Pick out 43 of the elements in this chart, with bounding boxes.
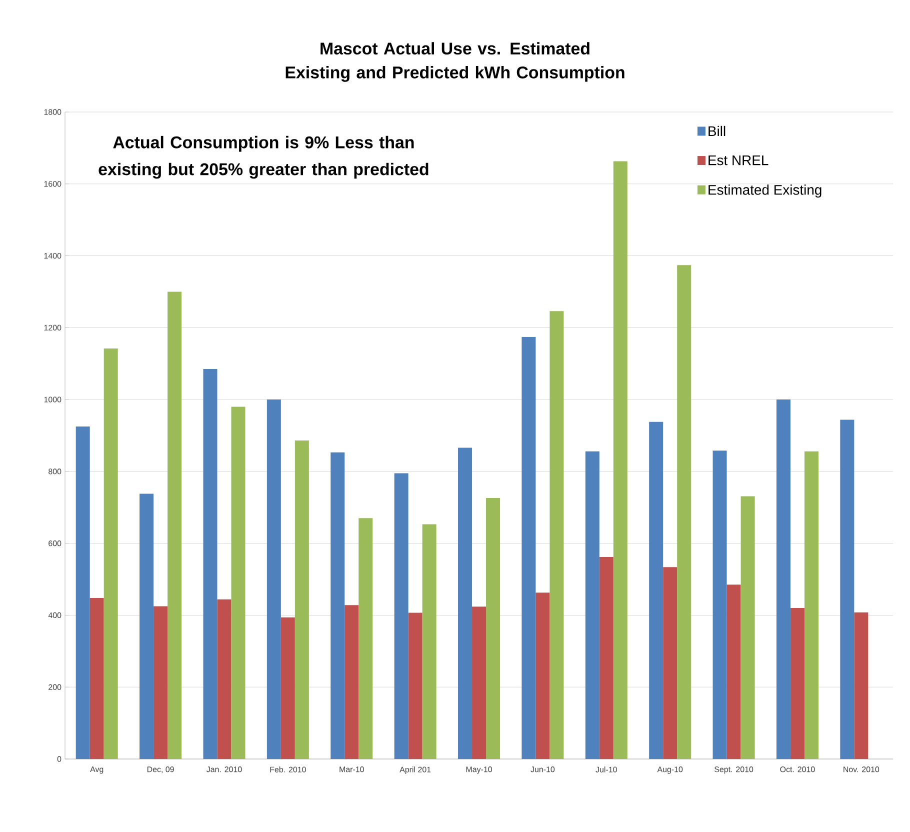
bar xyxy=(104,348,118,760)
bar xyxy=(154,606,168,760)
bar xyxy=(740,496,755,760)
bar xyxy=(536,592,550,760)
bar xyxy=(677,265,692,760)
bar xyxy=(344,605,359,760)
bar xyxy=(280,617,295,760)
bar xyxy=(790,608,804,760)
bar xyxy=(90,598,104,760)
bar xyxy=(266,400,281,760)
bar xyxy=(613,161,628,760)
bar xyxy=(486,498,500,760)
chart-title: Mascot Actual Use vs. Estimated Existing and Predicted kWh Consumption xyxy=(286,42,624,82)
bar xyxy=(776,400,790,760)
bar xyxy=(458,448,472,760)
bar xyxy=(599,556,614,760)
bar xyxy=(726,584,741,760)
bar xyxy=(358,518,373,760)
bar xyxy=(217,599,232,760)
legend-label: Estimated Existing xyxy=(708,184,822,198)
bar xyxy=(663,567,678,760)
bar xyxy=(76,426,90,760)
bar xyxy=(712,450,727,760)
bar xyxy=(203,369,218,760)
legend-label: Bill xyxy=(708,126,726,136)
bar xyxy=(294,440,309,760)
bar xyxy=(550,311,564,760)
annotation: Actual Consumption is 9% Less than existing but 205% greater than predicted xyxy=(98,136,428,179)
bar xyxy=(649,422,664,760)
bar xyxy=(408,612,422,760)
bar xyxy=(422,524,436,760)
bar xyxy=(522,337,536,760)
bar xyxy=(231,406,246,760)
bar xyxy=(804,451,818,760)
bar xyxy=(394,473,408,760)
bar xyxy=(840,420,854,760)
legend-label: Est NREL xyxy=(708,155,768,166)
bar xyxy=(330,452,345,760)
bar xyxy=(585,451,600,760)
bar xyxy=(168,292,182,760)
bar xyxy=(472,606,486,760)
bar xyxy=(854,612,868,760)
bar xyxy=(140,494,154,760)
